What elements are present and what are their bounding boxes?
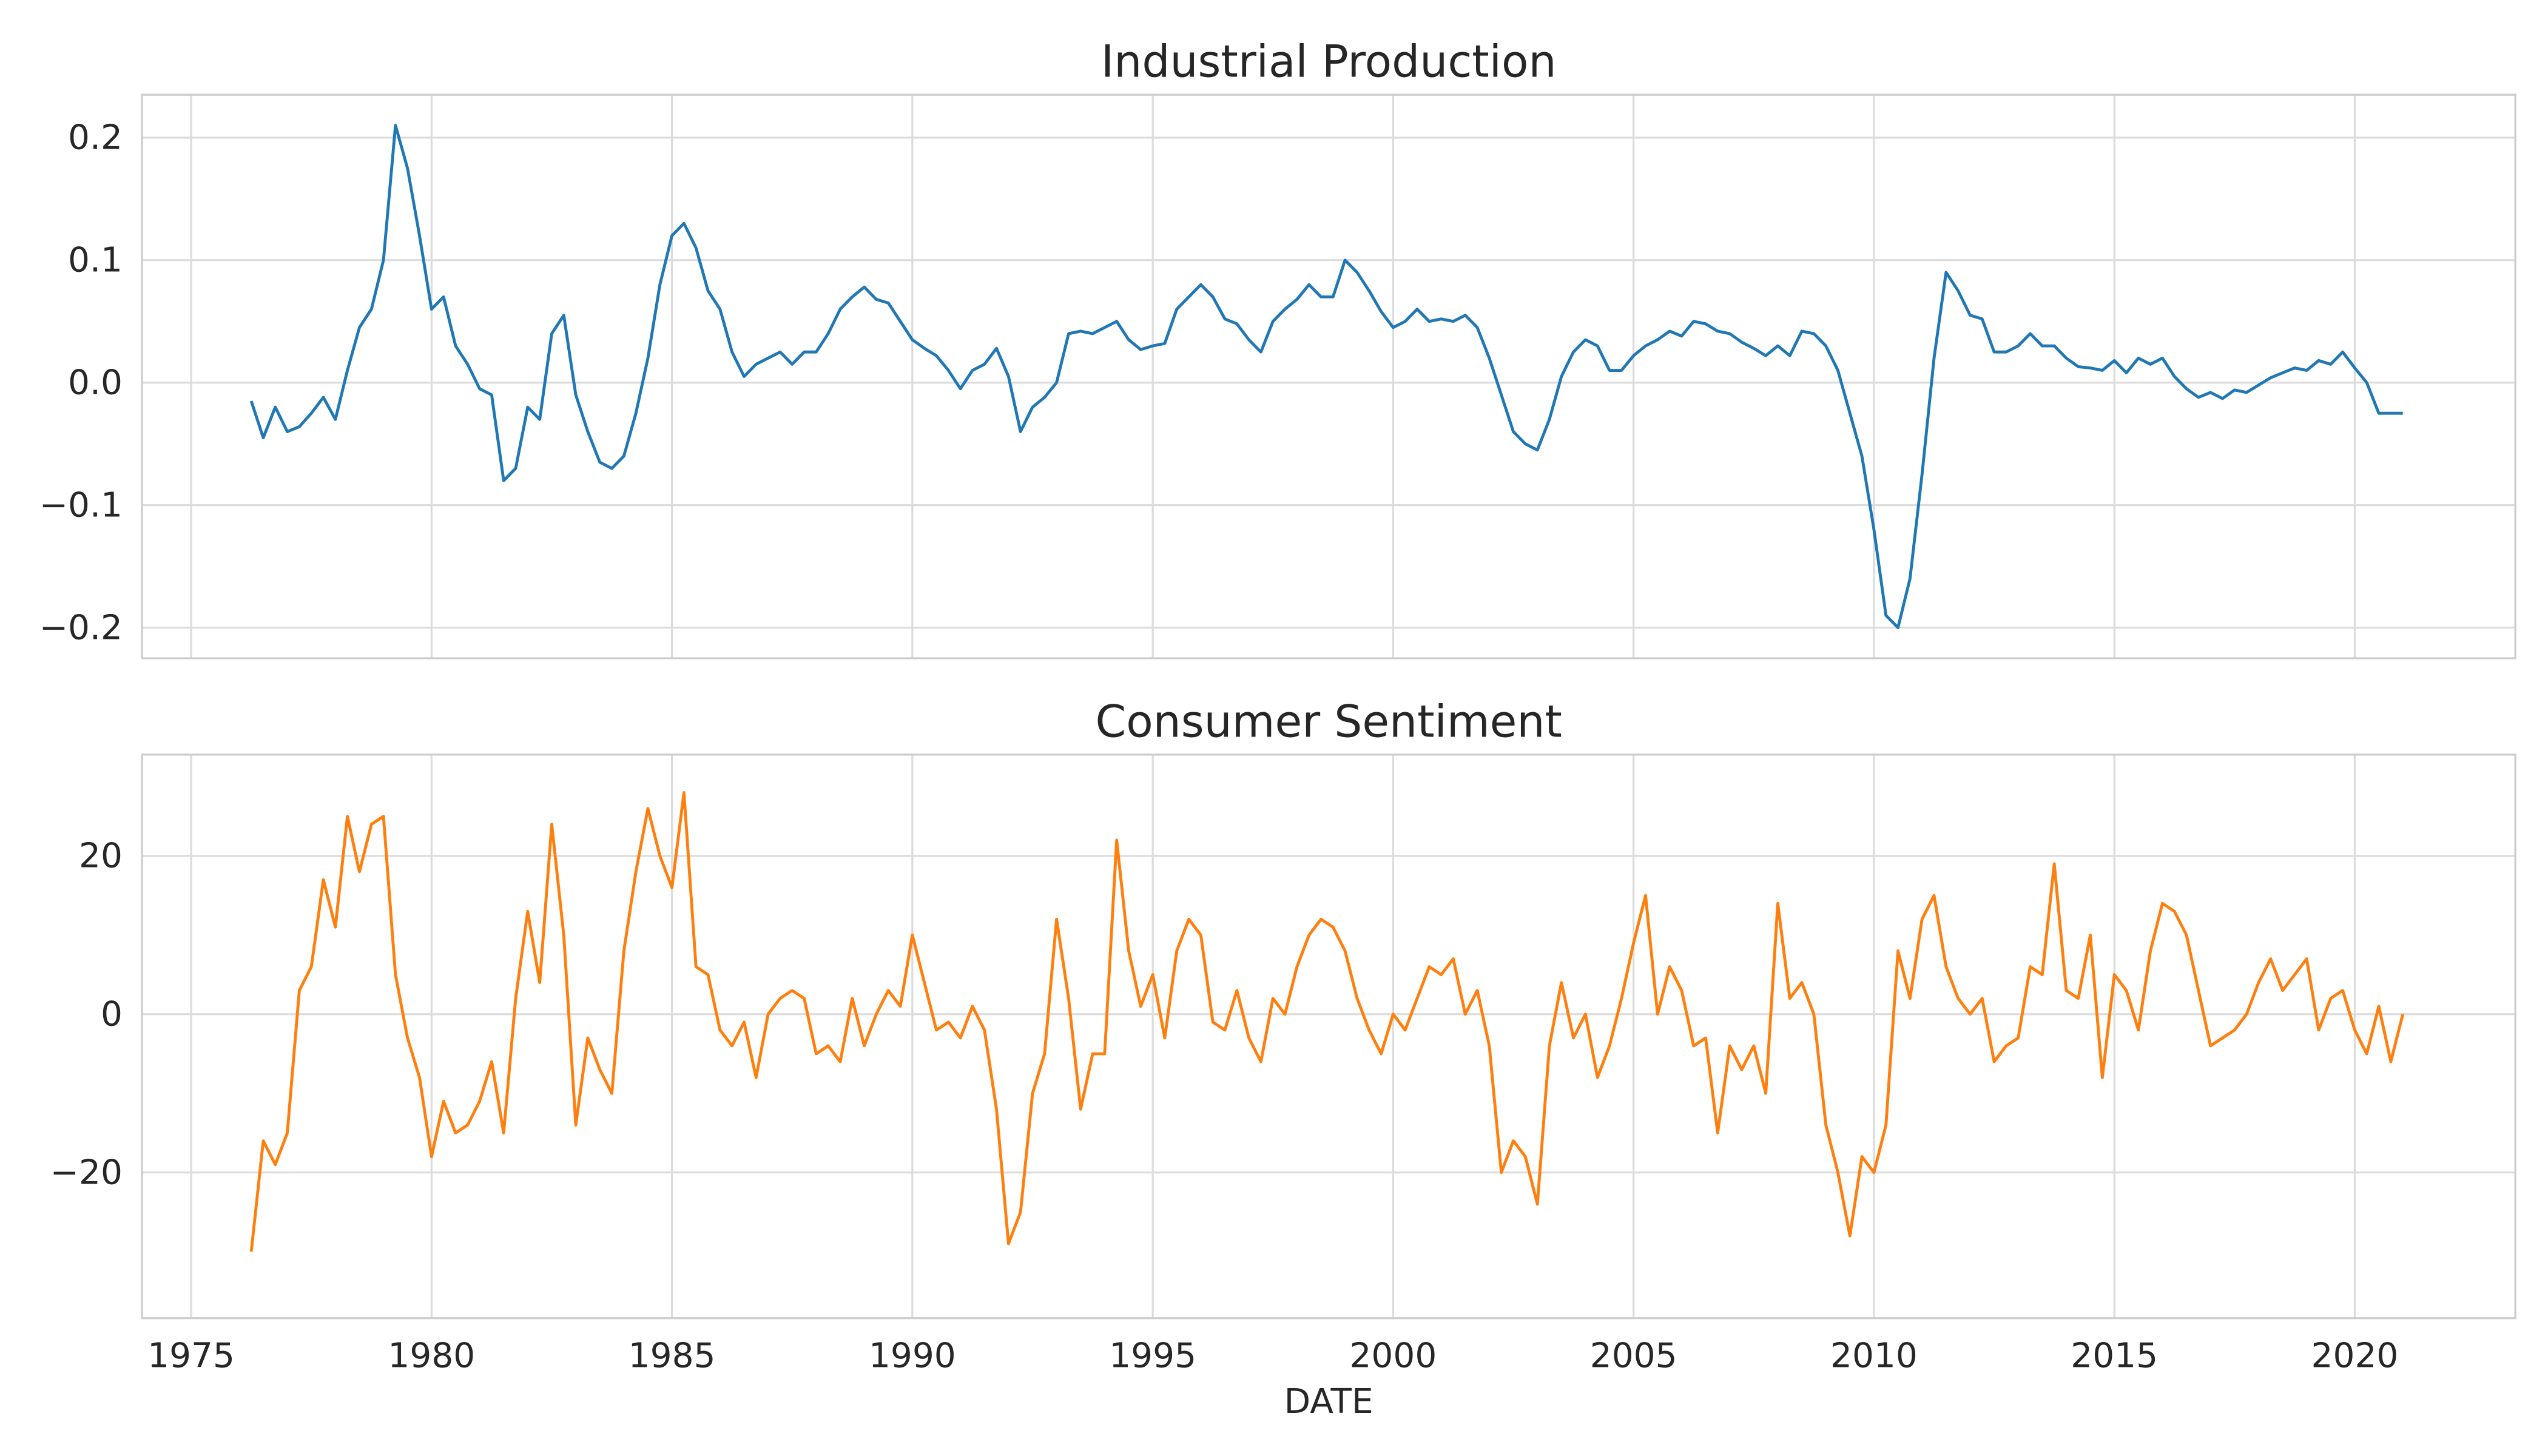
x-tick-label: 1975 — [147, 1336, 235, 1376]
y-tick-label: −20 — [50, 1153, 123, 1193]
subplot: 1975 1980 1985 1990 1995 2000 2005 2010 2015 2020… — [50, 696, 2516, 1421]
subplot: −0.2 −0.1 0.0 0.1 0.2 Industrial Production — [39, 37, 2516, 659]
x-tick-label: 1990 — [869, 1336, 956, 1376]
x-tick-label: 1985 — [629, 1336, 716, 1376]
x-tick-label: 1995 — [1109, 1336, 1196, 1376]
data-line — [249, 791, 2405, 1252]
y-tick-label: 20 — [79, 837, 123, 876]
plot-frame — [141, 753, 2516, 1320]
y-tick-label: −0.1 — [39, 485, 123, 525]
x-tick-label: 2000 — [1349, 1336, 1437, 1376]
x-tick-label: 2005 — [1590, 1336, 1677, 1376]
y-tick-label: 0.0 — [68, 363, 123, 403]
chart-title: Consumer Sentiment — [1095, 696, 1562, 747]
x-tick-label: 2020 — [2311, 1336, 2399, 1376]
y-tick-label: 0.1 — [68, 241, 123, 280]
chart-title: Industrial Production — [1101, 37, 1557, 88]
x-tick-label: 1980 — [388, 1336, 475, 1376]
plot-frame — [141, 93, 2516, 659]
plot-area — [142, 95, 2516, 659]
data-line — [249, 124, 2403, 629]
y-tick-label: −0.2 — [39, 608, 123, 647]
x-tick-label: 2015 — [2071, 1336, 2158, 1376]
x-tick-label: 2010 — [1830, 1336, 1918, 1376]
x-axis-label: DATE — [1284, 1382, 1373, 1421]
plot-area — [142, 754, 2516, 1318]
y-tick-label: 0.2 — [68, 118, 123, 158]
y-tick-label: 0 — [101, 995, 123, 1034]
